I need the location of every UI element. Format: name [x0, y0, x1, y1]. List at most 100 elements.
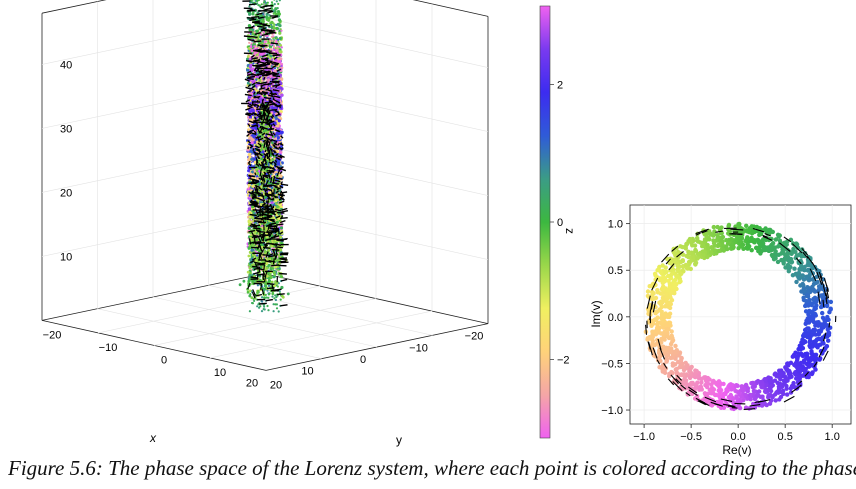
vector-arrow [267, 10, 274, 14]
vector-arrow [271, 248, 280, 251]
vector-arrow [265, 87, 270, 91]
attractor-point [275, 49, 279, 53]
attractor-point [271, 158, 275, 162]
vector-arrow [272, 123, 276, 127]
attractor-point [277, 310, 280, 313]
tick-label: 40 [60, 59, 72, 71]
vector-arrow [257, 25, 265, 28]
vector-arrow [258, 64, 267, 67]
vector-arrow [273, 195, 279, 199]
vector-arrow [248, 103, 253, 107]
attractor-point [251, 263, 255, 266]
vector-arrow [259, 105, 262, 108]
vector-arrow [273, 175, 276, 179]
vector-arrow [250, 223, 257, 227]
attractor-point [238, 283, 242, 287]
attractor-point [280, 93, 284, 97]
attractor-point [253, 106, 256, 109]
attractor-point [248, 57, 252, 61]
attractor-point [260, 157, 264, 161]
vector-arrow [276, 223, 284, 226]
vector-arrow [263, 175, 269, 179]
vector-arrow [268, 252, 274, 257]
vector-arrow [263, 113, 266, 120]
vector-arrow [279, 219, 286, 224]
vector-arrow [247, 105, 253, 109]
attractor-point [278, 24, 282, 28]
attractor-point [275, 26, 279, 30]
vector-arrow [251, 189, 255, 194]
attractor-point [273, 113, 276, 116]
vector-arrow [251, 16, 260, 19]
vector-arrow [273, 161, 277, 166]
attractor-point [272, 275, 276, 279]
vector-arrow [248, 174, 252, 178]
vector-arrow [276, 169, 281, 177]
vector-arrow [264, 215, 271, 219]
attractor-point [275, 0, 278, 3]
vector-arrow [275, 246, 283, 249]
tick-label: 20 [246, 377, 258, 389]
vector-arrow [263, 76, 266, 80]
attractor-point [281, 295, 285, 299]
vector-arrow [266, 282, 275, 285]
vector-arrow [271, 62, 279, 66]
vector-arrow [272, 61, 280, 65]
attractor-point [267, 78, 271, 82]
vector-arrow [268, 173, 271, 180]
vector-arrow [263, 165, 267, 169]
attractor-point [260, 79, 264, 82]
vector-arrow [258, 16, 265, 20]
attractor-point [267, 263, 271, 267]
attractor-point [256, 93, 259, 96]
vector-arrow [272, 166, 276, 171]
vector-arrow [275, 225, 278, 232]
vector-arrow [269, 219, 276, 223]
tick-label: 0 [161, 354, 167, 366]
vector-arrow [268, 193, 274, 197]
attractor-point [279, 275, 284, 279]
vector-arrow [252, 265, 260, 268]
attractor-point [253, 31, 256, 34]
attractor-point [254, 141, 257, 144]
attractor-point [269, 45, 273, 49]
attractor-point [246, 68, 250, 72]
vector-arrow [257, 73, 265, 76]
attractor-point [253, 231, 257, 235]
attractor-point [248, 289, 252, 293]
vector-arrow [253, 121, 262, 124]
attractor-point [259, 97, 263, 101]
vector-arrow [275, 177, 283, 180]
vector-arrow [269, 80, 277, 84]
colorbar: 20−2 z [539, 5, 577, 439]
vector-arrow [251, 194, 257, 199]
attractor-point [274, 187, 277, 191]
tick-label: 20 [60, 187, 72, 199]
vector-arrow [261, 217, 269, 220]
vector-arrow [251, 235, 259, 239]
attractor-point [275, 220, 279, 224]
lorenz-vector-arrows [241, 0, 289, 307]
attractor-point [277, 18, 281, 22]
vector-arrow [268, 161, 273, 165]
vector-arrow [262, 273, 265, 281]
attractor-point [276, 205, 279, 209]
attractor-point [272, 310, 275, 313]
attractor-point [274, 265, 278, 269]
vector-arrow [274, 243, 282, 247]
attractor-point [286, 292, 290, 296]
attractor-point [247, 247, 251, 250]
attractor-point [250, 141, 254, 145]
attractor-point [263, 31, 266, 34]
vector-arrow [245, 107, 251, 111]
attractor-point [261, 296, 264, 299]
attractor-point [256, 289, 260, 293]
vector-arrow [270, 91, 273, 95]
x-axis-label: x [149, 431, 157, 445]
vector-arrow [262, 54, 269, 58]
vector-arrow [271, 64, 277, 69]
attractor-point [278, 60, 282, 64]
attractor-point [279, 235, 283, 239]
vector-arrow [259, 169, 262, 177]
